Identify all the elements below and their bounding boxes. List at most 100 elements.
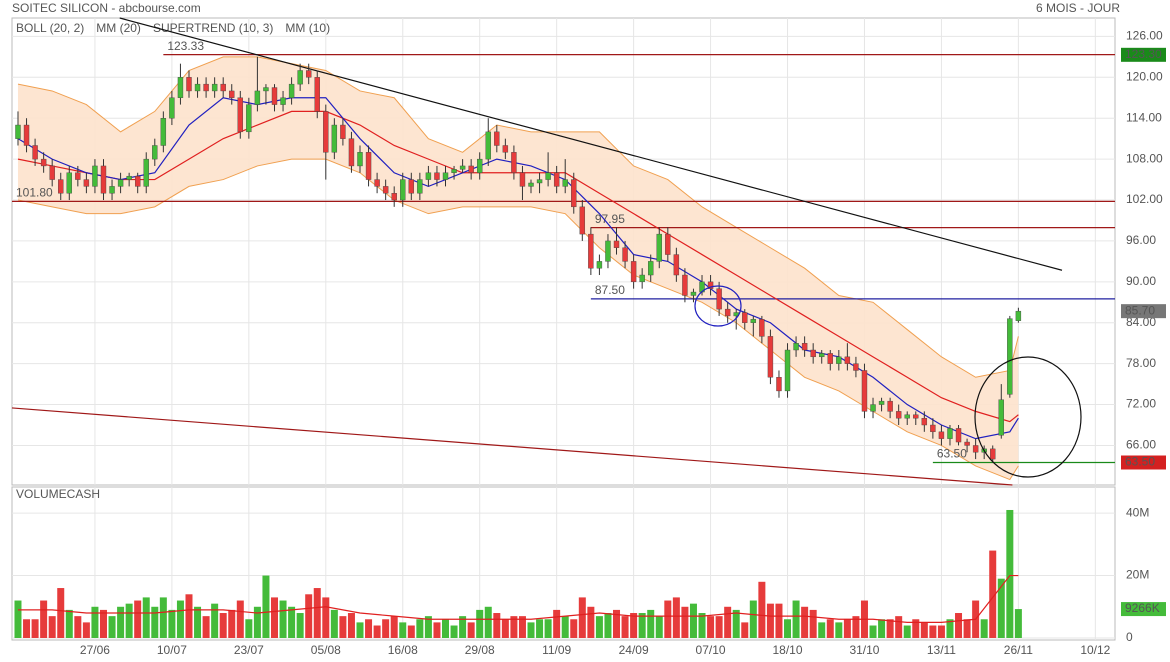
candle-body <box>759 319 765 337</box>
volume-bar <box>48 616 56 638</box>
price-tag-label: 63.50 <box>1125 455 1155 469</box>
candle-body <box>32 145 38 160</box>
y-tick-label: 114.00 <box>1126 110 1162 124</box>
candle-body <box>707 281 714 289</box>
candle-body <box>648 261 654 276</box>
candle-body <box>571 179 577 208</box>
y-tick-label: 20M <box>1126 568 1149 582</box>
candle-body <box>288 83 295 98</box>
volume-bar <box>407 625 415 638</box>
volume-bar <box>245 619 253 638</box>
volume-bar <box>476 609 484 638</box>
volume-bar <box>818 622 826 638</box>
volume-bar <box>672 597 680 638</box>
volume-bar <box>322 597 330 638</box>
volume-bar <box>450 625 458 638</box>
candle-body <box>152 145 158 160</box>
candle-body <box>117 179 124 187</box>
y-tick-label: 84.00 <box>1126 315 1156 329</box>
volume-bar <box>835 622 843 638</box>
x-tick-label: 24/09 <box>619 643 649 657</box>
candle-body <box>23 124 30 146</box>
candle-body <box>425 172 432 180</box>
candle-body <box>870 404 876 412</box>
volume-bar <box>630 613 638 638</box>
candle-body <box>972 445 979 453</box>
volume-bar <box>493 613 501 638</box>
candle-body <box>58 179 64 194</box>
volume-bar <box>707 616 715 638</box>
x-tick-label: 11/09 <box>542 643 571 657</box>
volume-bar <box>638 613 646 638</box>
volume-title: VOLUMECASH <box>16 487 100 501</box>
volume-bar <box>424 616 432 638</box>
volume-bar <box>621 616 629 638</box>
bollinger-band <box>17 56 1019 480</box>
volume-bar <box>518 616 526 638</box>
volume-bar <box>852 616 860 638</box>
candle-body <box>340 124 346 139</box>
volume-bar <box>23 619 31 638</box>
volume-bar <box>732 609 740 638</box>
candle-body <box>211 83 218 92</box>
volume-bar <box>886 619 894 638</box>
volume-tag <box>1121 602 1166 617</box>
y-tick-label: 66.00 <box>1126 438 1156 452</box>
volume-bar <box>715 616 723 638</box>
volume-bar <box>989 550 997 638</box>
candle-body <box>887 400 893 412</box>
candle-body <box>990 448 996 460</box>
candle-body <box>66 172 72 194</box>
candle-body <box>75 172 81 180</box>
volume-bar <box>749 600 757 638</box>
volume-bar <box>211 603 219 638</box>
candle-body <box>613 240 620 248</box>
volume-bar <box>570 619 578 638</box>
candle-body <box>468 165 474 173</box>
volume-bar <box>613 609 621 638</box>
candle-body <box>528 182 534 187</box>
x-tick-label: 29/08 <box>465 643 495 657</box>
annotation-circle <box>694 285 742 327</box>
volume-bar <box>356 622 364 638</box>
volume-bar <box>262 575 270 638</box>
candle-body <box>374 179 380 187</box>
candle-body <box>921 417 928 426</box>
candle-body <box>861 370 868 412</box>
y-tick-label: 40M <box>1126 505 1149 519</box>
volume-bar <box>185 594 193 638</box>
candle-body <box>502 145 509 153</box>
moving-average-20 <box>17 110 1019 423</box>
candle-body <box>305 70 312 78</box>
volume-bar <box>544 619 552 638</box>
volume-bar <box>373 625 381 638</box>
volume-bar <box>125 603 133 638</box>
moving-average-10 <box>17 97 1019 440</box>
annotation-circle <box>974 356 1082 478</box>
candle-body <box>246 104 252 133</box>
y-tick-label: 102.00 <box>1126 192 1163 206</box>
y-tick-label: 78.00 <box>1126 356 1156 370</box>
volume-bar <box>228 609 236 638</box>
volume-bar <box>159 597 167 638</box>
candle-body <box>357 152 363 167</box>
candle-body <box>819 353 825 358</box>
volume-bar <box>561 616 569 638</box>
volume-bar <box>14 600 22 638</box>
candle-body <box>639 274 645 283</box>
candle-body <box>194 83 201 92</box>
volume-bar <box>339 616 347 638</box>
volume-bar <box>313 588 321 638</box>
candle-body <box>588 233 594 269</box>
candle-body <box>605 240 611 262</box>
volume-bar <box>40 600 48 638</box>
candle-body <box>92 165 98 187</box>
candle-body <box>630 261 637 283</box>
x-tick-label: 07/10 <box>696 643 726 657</box>
volume-bar <box>288 606 296 638</box>
candle-body <box>134 175 141 187</box>
candle-body <box>716 288 722 310</box>
candle-body <box>844 356 851 364</box>
volume-bar <box>595 616 603 638</box>
